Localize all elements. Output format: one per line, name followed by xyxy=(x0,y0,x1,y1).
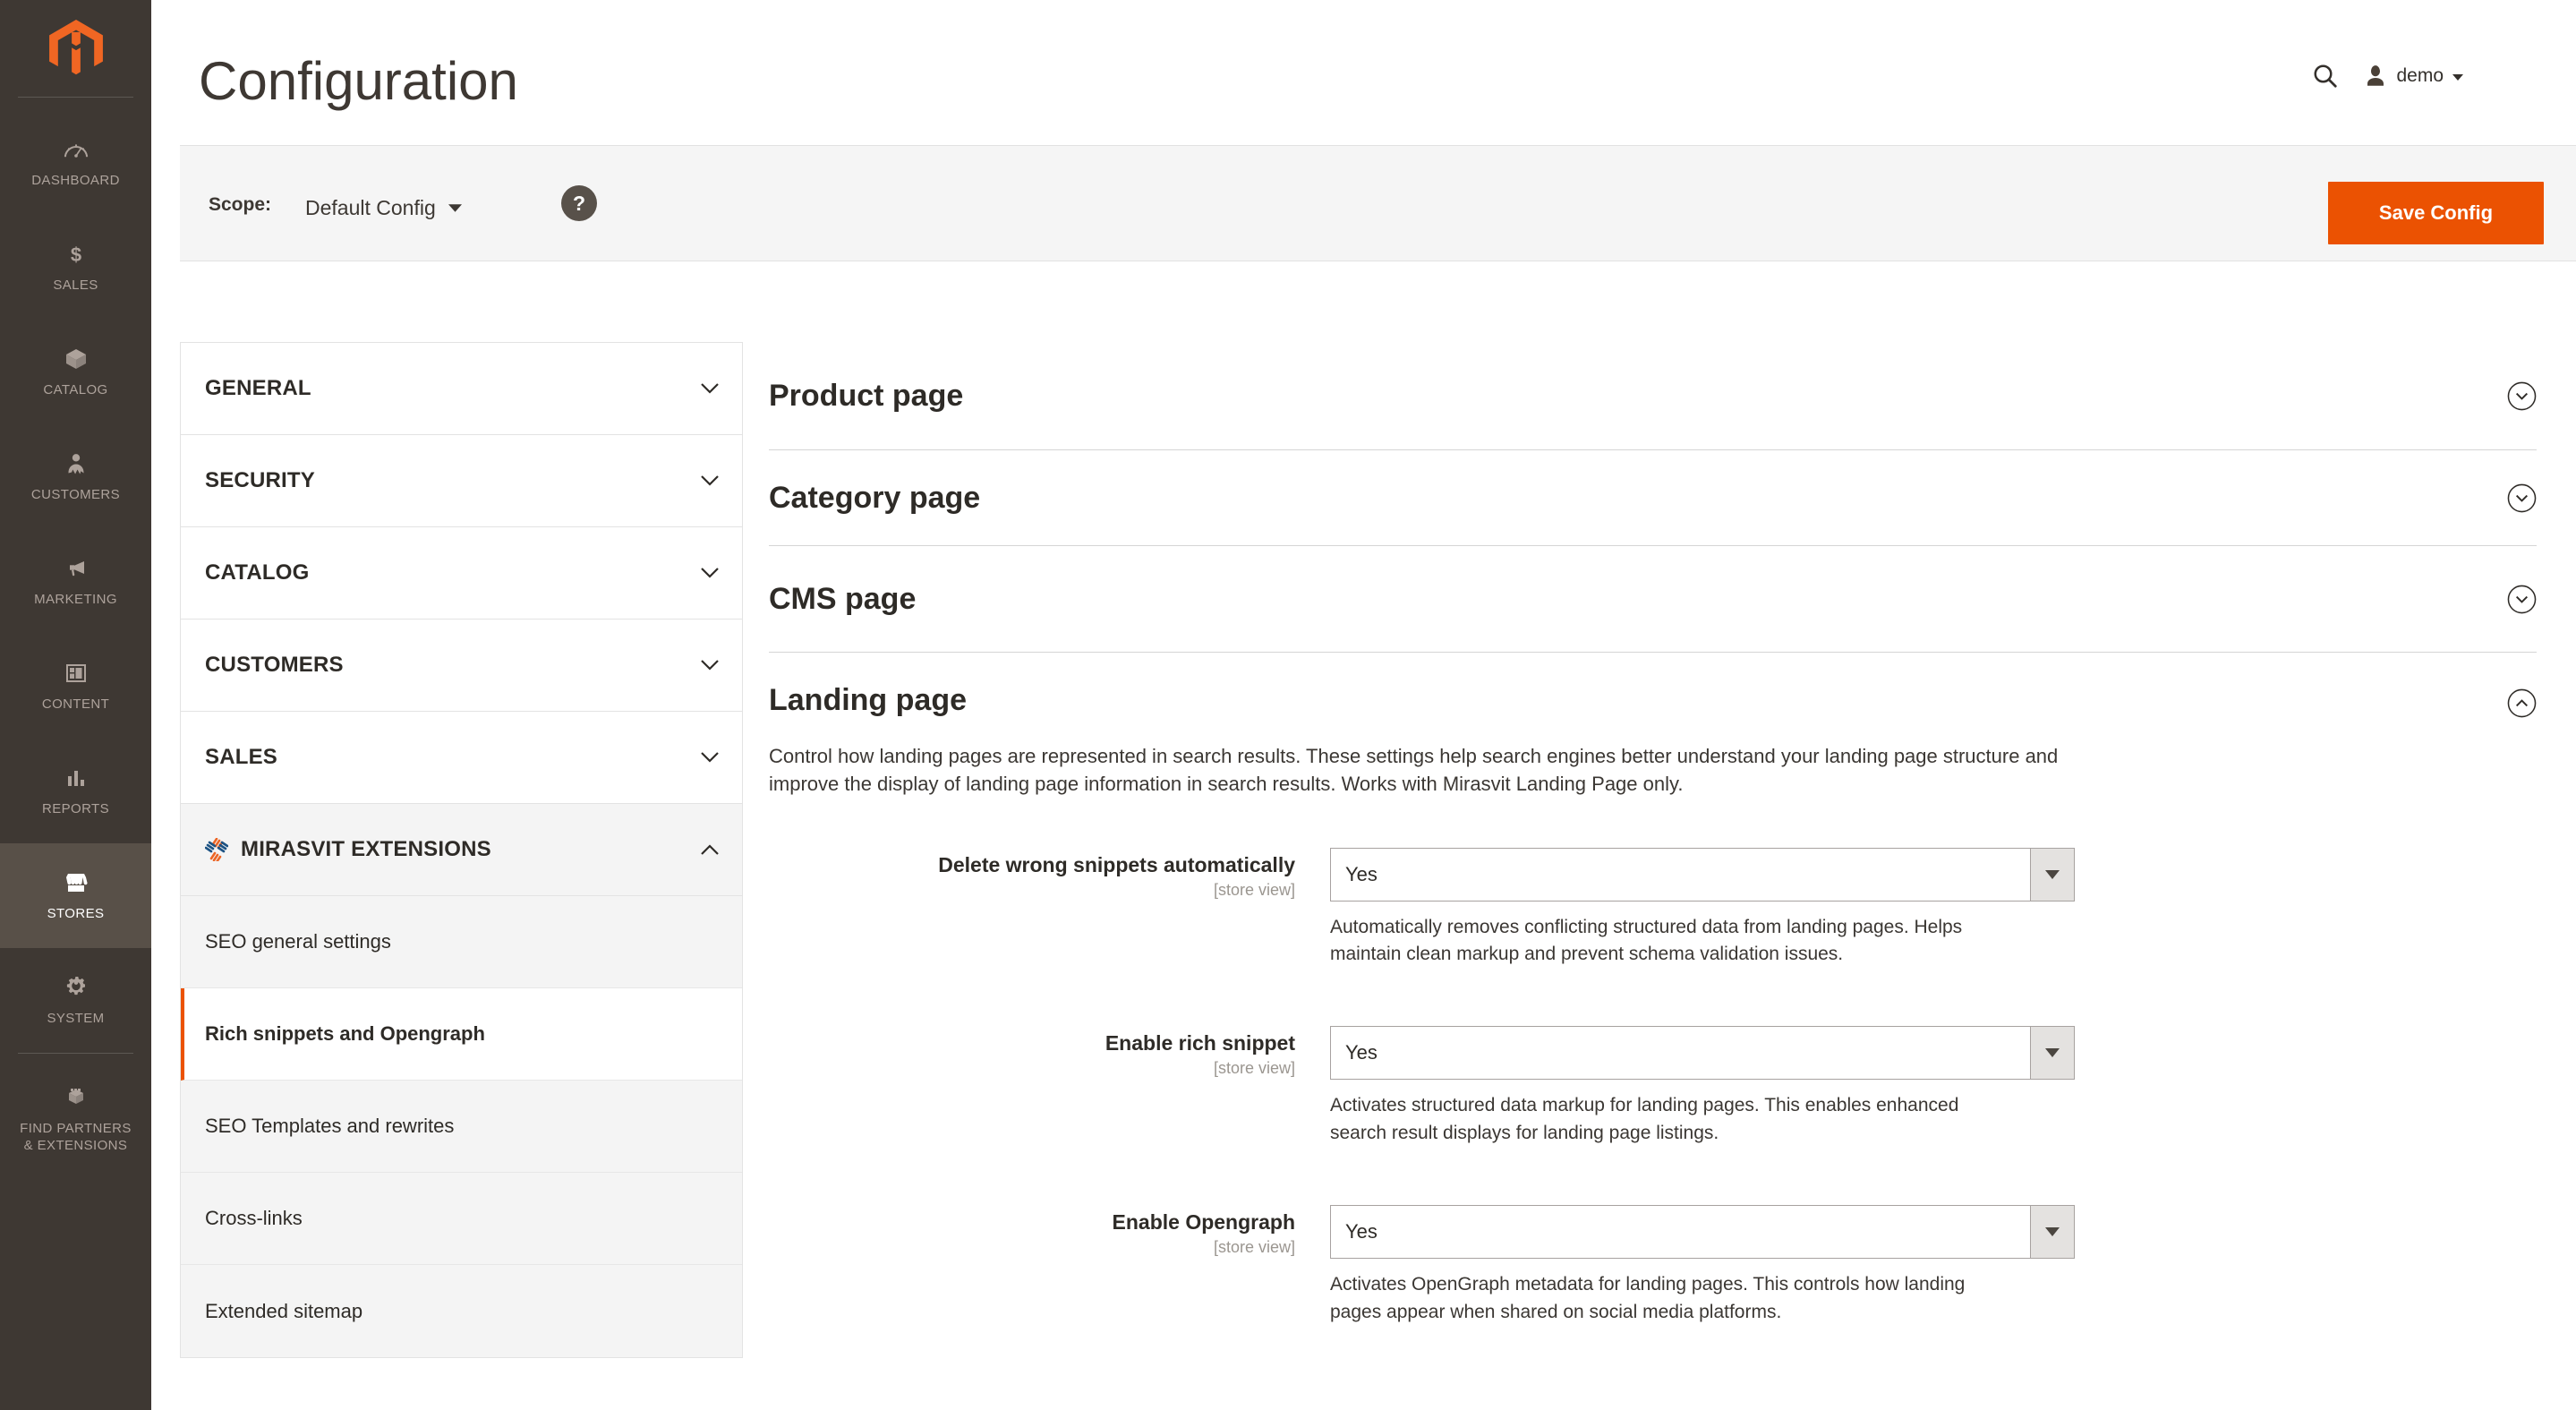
svg-text:$: $ xyxy=(70,244,81,266)
